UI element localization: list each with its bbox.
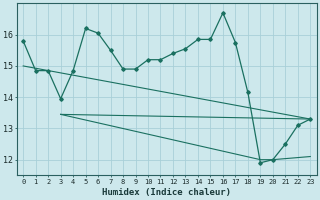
X-axis label: Humidex (Indice chaleur): Humidex (Indice chaleur) [102,188,231,197]
